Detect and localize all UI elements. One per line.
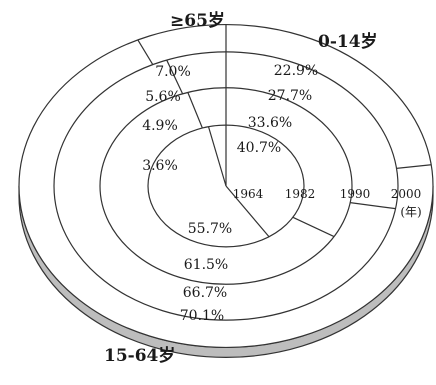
boundary-1990-1 <box>350 201 396 210</box>
category-label-working: 15-64岁 <box>104 345 175 366</box>
year-unit-label: (年) <box>400 205 421 219</box>
label-young-2000: 22.9% <box>274 63 318 79</box>
label-young-1990: 27.7% <box>268 88 312 104</box>
category-label-young: 0-14岁 <box>318 31 378 52</box>
label-working-1982: 61.5% <box>184 257 228 273</box>
year-label-1990: 1990 <box>340 187 371 201</box>
boundary-1982-1 <box>292 216 335 238</box>
year-label-1982: 1982 <box>285 187 316 201</box>
boundary-2000-1 <box>396 164 432 169</box>
label-young-1964: 40.7% <box>237 140 281 156</box>
boundary-1982-2 <box>187 92 203 129</box>
boundary-1990-2 <box>166 59 184 94</box>
label-working-1990: 66.7% <box>183 285 227 301</box>
year-label-2000: 2000 <box>391 187 422 201</box>
boundary-2000-2 <box>137 39 154 65</box>
label-elderly-1990: 5.6% <box>145 89 181 105</box>
boundary-1964-1 <box>225 185 270 238</box>
label-elderly-2000: 7.0% <box>155 64 191 80</box>
boundary-1964-2 <box>207 126 227 187</box>
label-working-1964: 55.7% <box>188 221 232 237</box>
label-elderly-1982: 4.9% <box>142 118 178 134</box>
year-label-1964: 1964 <box>233 187 264 201</box>
label-young-1982: 33.6% <box>248 115 292 131</box>
label-elderly-1964: 3.6% <box>142 158 178 174</box>
label-working-2000: 70.1% <box>180 308 224 324</box>
category-label-elderly: ≥65岁 <box>170 10 225 31</box>
